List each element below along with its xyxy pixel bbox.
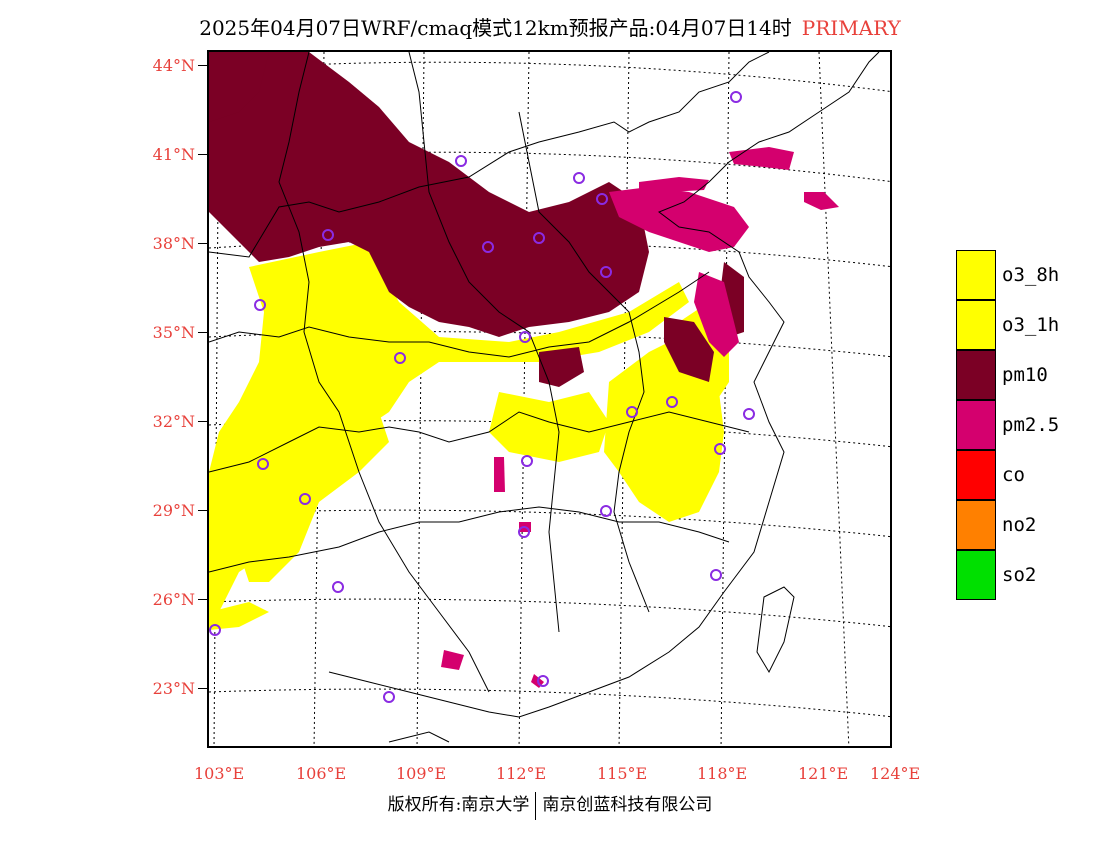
- legend-swatch: [956, 550, 996, 600]
- copyright-footer: 版权所有:南京大学 南京创蓝科技有限公司: [0, 790, 1100, 820]
- lat-label-23: 23°N: [152, 679, 195, 698]
- legend-label: o3_1h: [1002, 314, 1060, 336]
- boundaries: [209, 52, 880, 743]
- map-canvas: [209, 52, 890, 746]
- legend-label: so2: [1002, 564, 1037, 586]
- title-text: 2025年04月07日WRF/cmaq模式12km预报产品:04月07日14时: [199, 16, 792, 40]
- lat-label-38: 38°N: [152, 234, 195, 253]
- lon-label-106: 106°E: [296, 764, 347, 783]
- lon-label-124: 124°E: [870, 764, 921, 783]
- lat-label-29: 29°N: [152, 501, 195, 520]
- lat-label-35: 35°N: [152, 323, 195, 342]
- legend-label: o3_8h: [1002, 264, 1060, 286]
- legend: o3_8h o3_1h pm10 pm2.5 co no2 so2: [956, 250, 1086, 600]
- forecast-map: [207, 50, 892, 748]
- lat-label-41: 41°N: [152, 145, 195, 164]
- legend-swatch: [956, 450, 996, 500]
- lon-label-109: 109°E: [396, 764, 447, 783]
- legend-item-co: co: [956, 450, 1086, 500]
- lon-label-115: 115°E: [597, 764, 648, 783]
- legend-swatch: [956, 300, 996, 350]
- lat-label-26: 26°N: [152, 590, 195, 609]
- tick-mark: [198, 243, 208, 244]
- lon-label-112: 112°E: [496, 764, 547, 783]
- lon-label-103: 103°E: [194, 764, 245, 783]
- primary-badge: PRIMARY: [801, 16, 901, 40]
- legend-swatch: [956, 350, 996, 400]
- legend-label: co: [1002, 464, 1025, 486]
- legend-swatch: [956, 250, 996, 300]
- lat-label-32: 32°N: [152, 412, 195, 431]
- lat-label-44: 44°N: [152, 56, 195, 75]
- legend-item-no2: no2: [956, 500, 1086, 550]
- legend-item-o3-8h: o3_8h: [956, 250, 1086, 300]
- tick-mark: [198, 332, 208, 333]
- map-title: 2025年04月07日WRF/cmaq模式12km预报产品:04月07日14时 P…: [0, 12, 1100, 41]
- legend-swatch: [956, 400, 996, 450]
- legend-swatch: [956, 500, 996, 550]
- legend-item-so2: so2: [956, 550, 1086, 600]
- tick-mark: [198, 154, 208, 155]
- tick-mark: [198, 688, 208, 689]
- legend-label: no2: [1002, 514, 1037, 536]
- legend-item-o3-1h: o3_1h: [956, 300, 1086, 350]
- pm10-regions: [209, 52, 744, 387]
- tick-mark: [198, 510, 208, 511]
- tick-mark: [198, 599, 208, 600]
- station-markers: [209, 91, 755, 703]
- legend-item-pm10: pm10: [956, 350, 1086, 400]
- lon-label-118: 118°E: [697, 764, 748, 783]
- footer-divider: [535, 791, 537, 820]
- lon-label-121: 121°E: [798, 764, 849, 783]
- legend-item-pm25: pm2.5: [956, 400, 1086, 450]
- o3-regions: [209, 242, 729, 632]
- legend-label: pm2.5: [1002, 414, 1060, 436]
- tick-mark: [198, 65, 208, 66]
- copyright-left: 版权所有:南京大学: [387, 795, 530, 815]
- tick-mark: [198, 421, 208, 422]
- copyright-right: 南京创蓝科技有限公司: [542, 795, 713, 815]
- legend-label: pm10: [1002, 364, 1048, 386]
